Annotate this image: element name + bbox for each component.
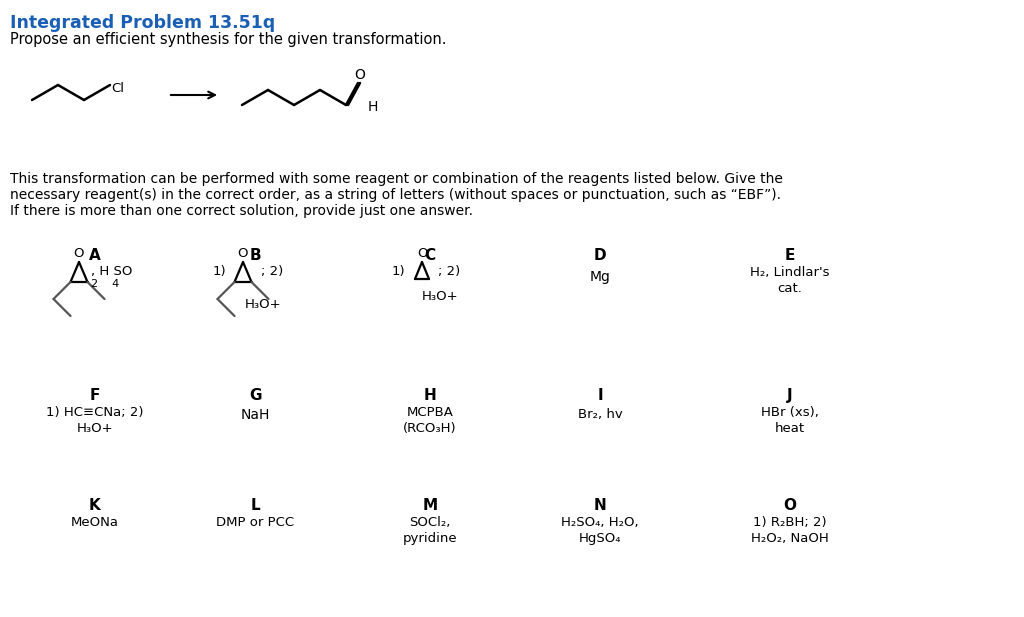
Text: 1): 1) — [392, 265, 406, 278]
Text: O: O — [417, 247, 427, 260]
Text: 1): 1) — [213, 265, 226, 278]
Text: H₃O+: H₃O+ — [422, 290, 459, 303]
Text: 2    4: 2 4 — [91, 279, 119, 289]
Text: M: M — [423, 498, 437, 513]
Text: DMP or PCC: DMP or PCC — [216, 516, 294, 529]
Text: O: O — [354, 68, 366, 82]
Text: C: C — [424, 248, 435, 263]
Text: If there is more than one correct solution, provide just one answer.: If there is more than one correct soluti… — [10, 204, 473, 218]
Text: H: H — [424, 388, 436, 403]
Text: Propose an efficient synthesis for the given transformation.: Propose an efficient synthesis for the g… — [10, 32, 446, 47]
Text: J: J — [787, 388, 793, 403]
Text: NaH: NaH — [241, 408, 269, 422]
Text: E: E — [784, 248, 796, 263]
Text: heat: heat — [775, 422, 805, 435]
Text: N: N — [594, 498, 606, 513]
Text: Mg: Mg — [590, 270, 610, 284]
Text: ; 2): ; 2) — [261, 265, 284, 278]
Text: necessary reagent(s) in the correct order, as a string of letters (without space: necessary reagent(s) in the correct orde… — [10, 188, 781, 202]
Text: O: O — [74, 247, 84, 260]
Text: H₃O+: H₃O+ — [245, 298, 282, 311]
Text: cat.: cat. — [777, 282, 803, 295]
Text: MeONa: MeONa — [71, 516, 119, 529]
Text: F: F — [90, 388, 100, 403]
Text: O: O — [783, 498, 797, 513]
Text: MCPBA: MCPBA — [407, 406, 454, 419]
Text: O: O — [238, 247, 248, 260]
Text: H₂, Lindlar's: H₂, Lindlar's — [751, 266, 829, 279]
Text: 1) R₂BH; 2): 1) R₂BH; 2) — [754, 516, 826, 529]
Text: B: B — [249, 248, 261, 263]
Text: HgSO₄: HgSO₄ — [579, 532, 622, 545]
Text: G: G — [249, 388, 261, 403]
Text: H₂O₂, NaOH: H₂O₂, NaOH — [752, 532, 828, 545]
Text: Cl: Cl — [111, 81, 124, 94]
Text: I: I — [597, 388, 603, 403]
Text: This transformation can be performed with some reagent or combination of the rea: This transformation can be performed wit… — [10, 172, 783, 186]
Text: pyridine: pyridine — [402, 532, 458, 545]
Text: H₃O+: H₃O+ — [77, 422, 114, 435]
Text: L: L — [250, 498, 260, 513]
Text: ; 2): ; 2) — [438, 265, 460, 278]
Text: D: D — [594, 248, 606, 263]
Text: H: H — [368, 100, 379, 114]
Text: A: A — [89, 248, 101, 263]
Text: Integrated Problem 13.51q: Integrated Problem 13.51q — [10, 14, 275, 32]
Text: HBr (xs),: HBr (xs), — [761, 406, 819, 419]
Text: SOCl₂,: SOCl₂, — [410, 516, 451, 529]
Text: H₂SO₄, H₂O,: H₂SO₄, H₂O, — [561, 516, 639, 529]
Text: (RCO₃H): (RCO₃H) — [403, 422, 457, 435]
Text: 1) HC≡CNa; 2): 1) HC≡CNa; 2) — [46, 406, 143, 419]
Text: K: K — [89, 498, 101, 513]
Text: , H SO: , H SO — [91, 265, 132, 278]
Text: Br₂, hv: Br₂, hv — [578, 408, 623, 421]
